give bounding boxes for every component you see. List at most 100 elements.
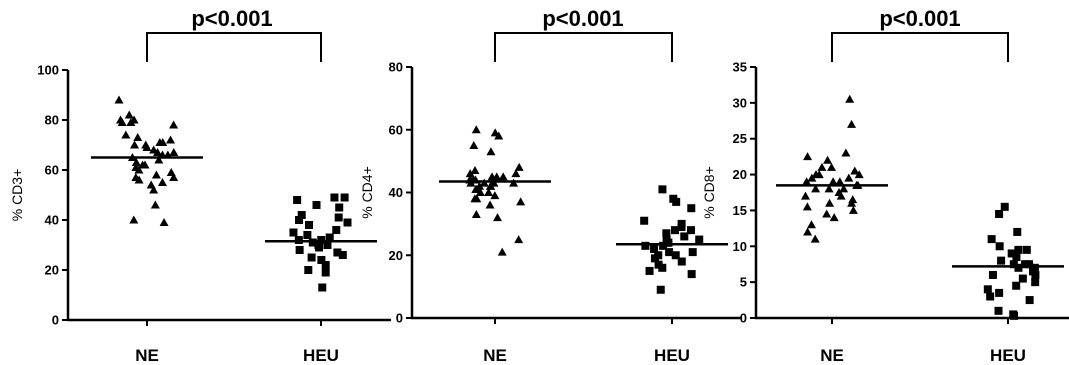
data-point-square — [1025, 296, 1034, 305]
data-point-square — [988, 270, 997, 279]
data-point-square — [340, 193, 349, 202]
data-point-square — [658, 185, 667, 194]
data-point-triangle — [114, 95, 124, 104]
data-point-square — [688, 248, 697, 257]
y-tick-label: 60 — [389, 122, 403, 137]
data-point-square — [983, 285, 992, 294]
data-point-triangle — [471, 184, 481, 193]
data-point-square — [659, 241, 668, 250]
chart-panel-3: 0 5 10 15 20 25 30 35 NE HEU % CD8+ p<0.001 — [701, 6, 1069, 365]
data-point-square — [318, 283, 327, 292]
data-point-triangle — [807, 173, 817, 182]
data-point-square — [317, 256, 326, 264]
data-point-triangle — [465, 169, 475, 178]
data-point-square — [295, 216, 304, 224]
data-point-square — [1007, 249, 1016, 258]
data-point-square — [640, 216, 649, 225]
data-point-triangle — [485, 200, 495, 209]
y-tick-label: 40 — [389, 185, 403, 200]
data-point-triangle — [134, 175, 144, 184]
data-point-triangle — [124, 110, 134, 119]
data-point-square — [289, 228, 298, 237]
y-tick-label: 0 — [52, 313, 59, 328]
data-point-triangle — [469, 140, 479, 149]
data-point-triangle — [487, 172, 497, 181]
data-point-triangle — [484, 188, 494, 196]
y-tick-label: 10 — [733, 239, 747, 254]
data-point-triangle — [157, 178, 167, 186]
data-point-square — [995, 242, 1004, 251]
data-point-square — [687, 270, 696, 279]
data-point-triangle — [470, 194, 480, 203]
data-point-triangle — [829, 213, 839, 222]
data-point-triangle — [823, 155, 833, 164]
data-point-triangle — [494, 131, 504, 140]
data-point-triangle — [497, 247, 507, 256]
data-point-square — [995, 288, 1004, 297]
data-point-square — [994, 306, 1003, 315]
data-point-triangle — [117, 118, 127, 126]
data-point-square — [1031, 270, 1040, 279]
data-point-triangle — [822, 209, 832, 218]
data-point-triangle — [848, 205, 858, 214]
data-point-triangle — [847, 119, 857, 128]
data-point-triangle — [129, 215, 139, 224]
chart-panel-1: 0 20 40 60 80 100 NE HEU % CD3+ p<0.001 — [9, 6, 391, 365]
x-category-label: HEU — [990, 346, 1026, 365]
data-point-triangle — [151, 170, 161, 179]
data-point-square — [295, 246, 304, 254]
data-point-triangle — [511, 169, 521, 178]
data-point-square — [1012, 281, 1021, 290]
series-heu — [265, 193, 377, 292]
data-point-triangle — [131, 158, 141, 166]
y-tick-label: 5 — [740, 275, 747, 290]
data-point-square — [307, 253, 316, 262]
data-point-triangle — [134, 165, 144, 174]
data-point-triangle — [471, 125, 481, 134]
data-point-square — [293, 196, 302, 204]
x-category-label: HEU — [303, 346, 339, 365]
data-point-square — [641, 241, 650, 250]
data-point-triangle — [810, 234, 820, 243]
significance-bracket — [494, 32, 673, 62]
data-point-square — [1031, 278, 1040, 287]
y-tick-label: 20 — [733, 167, 747, 182]
data-point-triangle — [475, 188, 485, 196]
data-point-triangle — [844, 173, 854, 182]
data-point-triangle — [470, 166, 480, 175]
series-ne — [439, 125, 551, 256]
data-point-square — [1025, 260, 1034, 269]
y-tick-label: 40 — [45, 213, 59, 228]
data-point-triangle — [802, 202, 812, 211]
y-tick-label: 30 — [733, 95, 747, 110]
data-point-triangle — [169, 120, 179, 129]
data-point-square — [1013, 227, 1022, 236]
data-point-square — [315, 243, 324, 252]
data-point-triangle — [835, 177, 845, 186]
data-point-square — [312, 201, 321, 209]
data-point-triangle — [803, 227, 813, 236]
data-point-triangle — [847, 198, 857, 207]
x-category-label: NE — [135, 346, 159, 365]
data-point-triangle — [486, 181, 496, 190]
data-point-square — [1000, 202, 1009, 211]
data-point-triangle — [138, 160, 148, 169]
data-point-triangle — [514, 162, 524, 171]
data-point-square — [671, 251, 680, 260]
data-point-triangle — [169, 148, 179, 156]
data-point-triangle — [169, 173, 179, 181]
data-point-triangle — [153, 148, 163, 156]
data-point-square — [321, 261, 330, 269]
y-tick-label: 0 — [396, 311, 403, 326]
y-tick-label: 100 — [37, 63, 59, 78]
data-point-square — [658, 263, 667, 272]
data-point-square — [297, 211, 306, 219]
data-point-square — [1009, 260, 1018, 269]
data-point-triangle — [133, 133, 143, 141]
data-point-square — [1012, 253, 1021, 262]
data-point-triangle — [850, 166, 860, 175]
data-point-triangle — [824, 184, 834, 193]
y-axis-title: % CD4+ — [359, 166, 375, 219]
data-point-square — [656, 285, 665, 294]
data-point-square — [325, 233, 334, 242]
